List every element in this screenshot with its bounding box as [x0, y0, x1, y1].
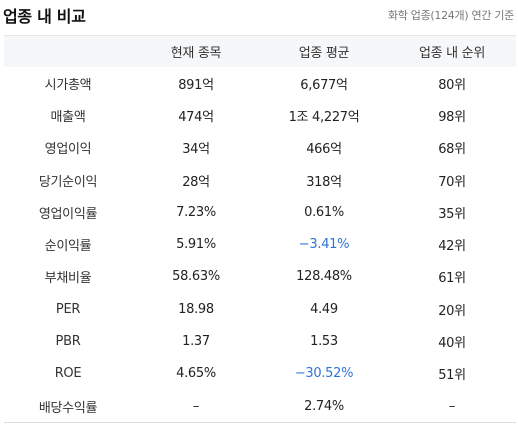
table-row: 매출액 474억 1조 4,227억 98위: [4, 99, 516, 131]
rank-value: 68위: [438, 142, 466, 158]
table-row: 영업이익 34억 466억 68위: [4, 132, 516, 164]
current-value: 891억: [178, 77, 214, 93]
current-value: 1.37: [182, 334, 210, 350]
table-row: 순이익률 5.91% −3.41% 42위: [4, 228, 516, 260]
average-value: 466억: [306, 142, 342, 158]
current-value: 58.63%: [172, 269, 220, 285]
table-row: 영업이익률 7.23% 0.61% 35위: [4, 196, 516, 228]
average-value: −30.52%: [294, 366, 354, 382]
row-label: 배당수익률: [4, 389, 132, 424]
average-value: 0.61%: [304, 204, 344, 220]
section-title: 업종 내 비교: [3, 7, 86, 26]
table-header: 현재 종목 업종 평균 업종 내 순위: [4, 35, 516, 67]
column-header-label: [4, 35, 132, 67]
current-value: –: [132, 389, 260, 424]
row-label: 당기순이익: [38, 174, 98, 190]
average-value: −3.41%: [298, 237, 350, 253]
table-row: PBR 1.37 1.53 40위: [4, 325, 516, 357]
column-header-rank: 업종 내 순위: [388, 35, 516, 67]
section-header: 업종 내 비교 화학 업종(124개) 연간 기준: [0, 0, 518, 34]
current-value: 28억: [182, 174, 210, 190]
rank-value: 35위: [438, 206, 466, 222]
row-label: PBR: [55, 334, 81, 350]
current-value: 5.91%: [176, 237, 216, 253]
rank-value: –: [388, 389, 516, 424]
section-subtitle: 화학 업종(124개) 연간 기준: [387, 9, 514, 22]
average-value: 4.49: [310, 301, 338, 317]
rank-value: 40위: [438, 336, 466, 352]
rank-value: 61위: [438, 271, 466, 287]
rank-value: 80위: [438, 77, 466, 93]
rank-value: 20위: [438, 303, 466, 319]
row-label: 시가총액: [44, 77, 92, 93]
current-value: 4.65%: [176, 366, 216, 382]
average-value: 6,677억: [300, 77, 348, 93]
table-row: PER 18.98 4.49 20위: [4, 293, 516, 325]
rank-value: 70위: [438, 174, 466, 190]
rank-value: 98위: [438, 109, 466, 125]
row-label: ROE: [54, 366, 82, 382]
rank-value: 51위: [438, 368, 466, 384]
current-value: 474억: [178, 109, 214, 125]
average-value: 1조 4,227억: [288, 109, 360, 125]
average-value: 1.53: [310, 334, 338, 350]
table-row: 배당수익률 – 2.74% –: [4, 389, 516, 424]
table-body: 시가총액 891억 6,677억 80위 매출액 474억 1조 4,227억 …: [4, 67, 516, 424]
row-label: 영업이익률: [38, 206, 98, 222]
average-value: 318억: [306, 174, 342, 190]
row-label: 매출액: [50, 109, 86, 125]
row-label: 순이익률: [44, 239, 92, 255]
row-label: 영업이익: [44, 142, 92, 158]
column-header-average: 업종 평균: [260, 35, 388, 67]
column-header-current: 현재 종목: [132, 35, 260, 67]
current-value: 7.23%: [176, 204, 216, 220]
table-header-row: 현재 종목 업종 평균 업종 내 순위: [4, 35, 516, 67]
rank-value: 42위: [438, 239, 466, 255]
table-row: 당기순이익 28억 318억 70위: [4, 164, 516, 196]
average-value: 128.48%: [296, 269, 352, 285]
table-row: 시가총액 891억 6,677억 80위: [4, 67, 516, 99]
table-row: ROE 4.65% −30.52% 51위: [4, 358, 516, 390]
current-value: 18.98: [178, 301, 214, 317]
current-value: 34억: [182, 142, 210, 158]
table-row: 부채비율 58.63% 128.48% 61위: [4, 261, 516, 293]
industry-comparison-table: 현재 종목 업종 평균 업종 내 순위 시가총액 891억 6,677억 80위…: [4, 35, 516, 424]
row-label: 부채비율: [44, 271, 92, 287]
average-value: 2.74%: [260, 389, 388, 424]
row-label: PER: [55, 301, 81, 317]
